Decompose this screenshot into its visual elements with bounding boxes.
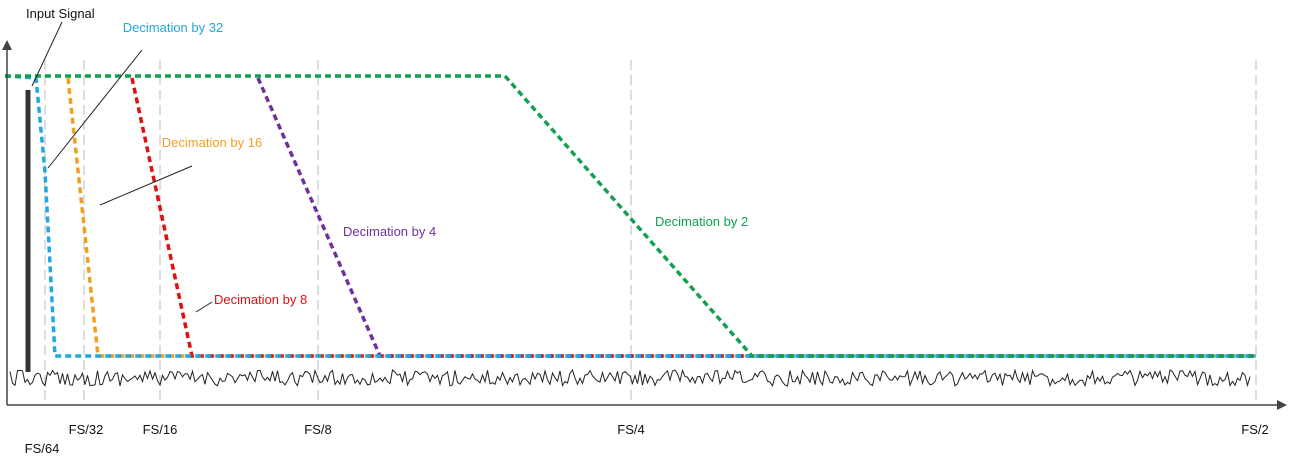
input-signal-label: Input Signal <box>26 6 95 21</box>
response-2 <box>5 74 1256 358</box>
x-tick-label: FS/16 <box>142 422 178 437</box>
noise-floor <box>9 368 1251 388</box>
response-4 <box>256 77 1256 358</box>
leader-lines <box>31 21 213 313</box>
decimation-16-label: Decimation by 16 <box>161 135 263 150</box>
decimation-4-label: Decimation by 4 <box>343 224 437 239</box>
x-tick-label: FS/2 <box>1241 422 1269 437</box>
x-tick-label: FS/8 <box>304 422 332 437</box>
decimation-32-label: Decimation by 32 <box>122 20 224 35</box>
x-tick-label: FS/4 <box>617 422 645 437</box>
filter-responses <box>4 74 1256 358</box>
x-tick-label: FS/32 <box>68 422 104 437</box>
guide-lines <box>44 60 1257 405</box>
x-tick-label: FS/64 <box>24 441 60 456</box>
decimation-8-label: Decimation by 8 <box>214 292 308 307</box>
decimation-2-label: Decimation by 2 <box>655 214 749 229</box>
